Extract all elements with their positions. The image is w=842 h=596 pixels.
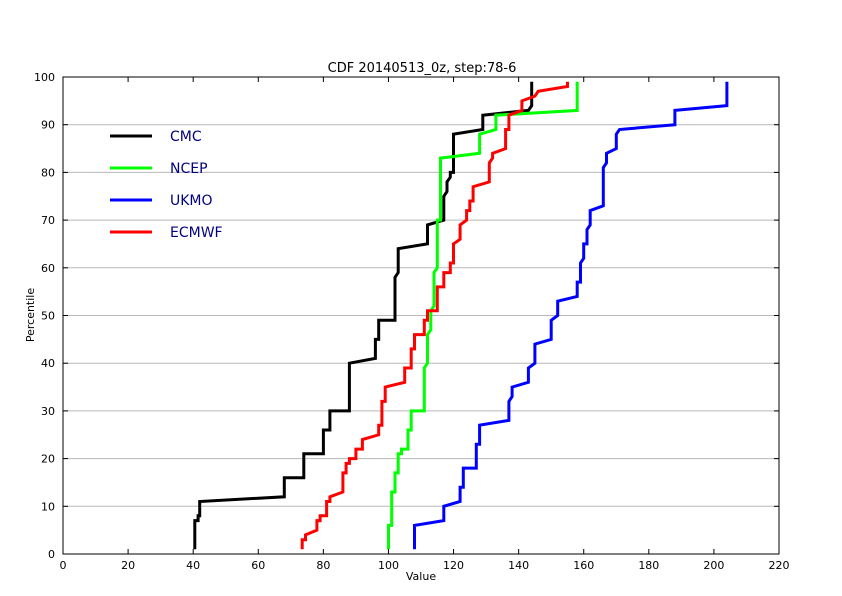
x-tick-label-200: 200 bbox=[703, 559, 724, 572]
y-tick-label-80: 80 bbox=[41, 166, 55, 179]
y-tick-label-100: 100 bbox=[34, 71, 55, 84]
y-axis-ticks: 0 10 20 30 40 50 60 70 80 90 100 bbox=[34, 71, 779, 561]
series-lines bbox=[193, 81, 729, 550]
x-tick-label-160: 160 bbox=[573, 559, 594, 572]
legend-label-ecmwf: ECMWF bbox=[170, 225, 223, 241]
y-tick-label-40: 40 bbox=[41, 357, 55, 370]
x-tick-label-140: 140 bbox=[508, 559, 529, 572]
y-tick-label-20: 20 bbox=[41, 453, 55, 466]
y-tick-label-60: 60 bbox=[41, 262, 55, 275]
series-line-ncep bbox=[387, 81, 579, 550]
y-tick-label-70: 70 bbox=[41, 214, 55, 227]
legend-label-ukmo: UKMO bbox=[170, 193, 213, 209]
legend-label-ncep: NCEP bbox=[170, 161, 208, 177]
chart-title: CDF 20140513_0z, step:78-6 bbox=[328, 61, 517, 76]
y-tick-label-50: 50 bbox=[41, 310, 55, 323]
gridlines bbox=[63, 124, 779, 507]
legend-label-cmc: CMC bbox=[170, 129, 202, 145]
y-tick-label-90: 90 bbox=[41, 119, 55, 132]
x-tick-label-20: 20 bbox=[121, 559, 135, 572]
x-tick-label-60: 60 bbox=[251, 559, 265, 572]
y-tick-label-10: 10 bbox=[41, 500, 55, 513]
x-tick-label-80: 80 bbox=[316, 559, 330, 572]
series-line-ecmwf bbox=[300, 81, 569, 550]
x-tick-label-220: 220 bbox=[769, 559, 790, 572]
series-line-ukmo bbox=[413, 81, 729, 550]
series-line-cmc bbox=[193, 81, 534, 550]
y-axis-title: Percentile bbox=[24, 288, 37, 343]
y-tick-label-30: 30 bbox=[41, 405, 55, 418]
x-tick-label-0: 0 bbox=[60, 559, 67, 572]
x-tick-label-120: 120 bbox=[443, 559, 464, 572]
x-axis-ticks: 0 20 40 60 80 100 120 140 160 180 200 220 bbox=[60, 77, 790, 572]
x-tick-label-100: 100 bbox=[378, 559, 399, 572]
y-tick-label-0: 0 bbox=[48, 548, 55, 561]
x-tick-label-180: 180 bbox=[638, 559, 659, 572]
legend: CMC NCEP UKMO ECMWF bbox=[110, 129, 223, 241]
x-axis-title: Value bbox=[406, 570, 436, 583]
x-tick-label-40: 40 bbox=[186, 559, 200, 572]
